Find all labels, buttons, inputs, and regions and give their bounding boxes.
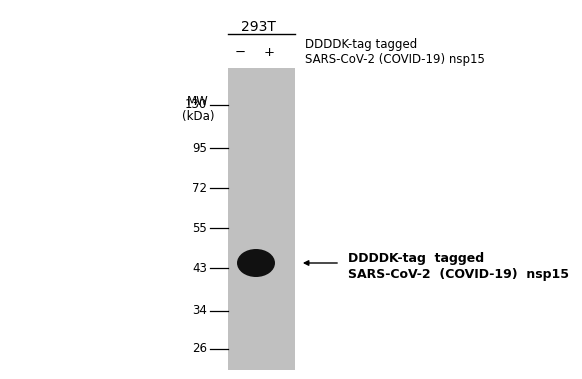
- Text: 72: 72: [192, 182, 207, 194]
- Text: −: −: [235, 45, 246, 58]
- Text: 55: 55: [192, 221, 207, 235]
- Ellipse shape: [237, 249, 275, 277]
- Text: 43: 43: [192, 262, 207, 274]
- Text: DDDDK-tag tagged: DDDDK-tag tagged: [305, 38, 417, 51]
- Text: MW
(kDa): MW (kDa): [182, 95, 214, 123]
- Text: 26: 26: [192, 343, 207, 356]
- Text: 130: 130: [184, 99, 207, 111]
- Text: +: +: [264, 45, 275, 58]
- Text: 95: 95: [192, 141, 207, 155]
- Text: SARS-CoV-2  (COVID-19)  nsp15: SARS-CoV-2 (COVID-19) nsp15: [348, 268, 569, 281]
- Text: DDDDK-tag  tagged: DDDDK-tag tagged: [348, 252, 484, 265]
- Bar: [228, 68, 295, 370]
- Text: 293T: 293T: [240, 20, 275, 34]
- Text: 34: 34: [192, 304, 207, 318]
- Text: SARS-CoV-2 (COVID-19) nsp15: SARS-CoV-2 (COVID-19) nsp15: [305, 53, 485, 66]
